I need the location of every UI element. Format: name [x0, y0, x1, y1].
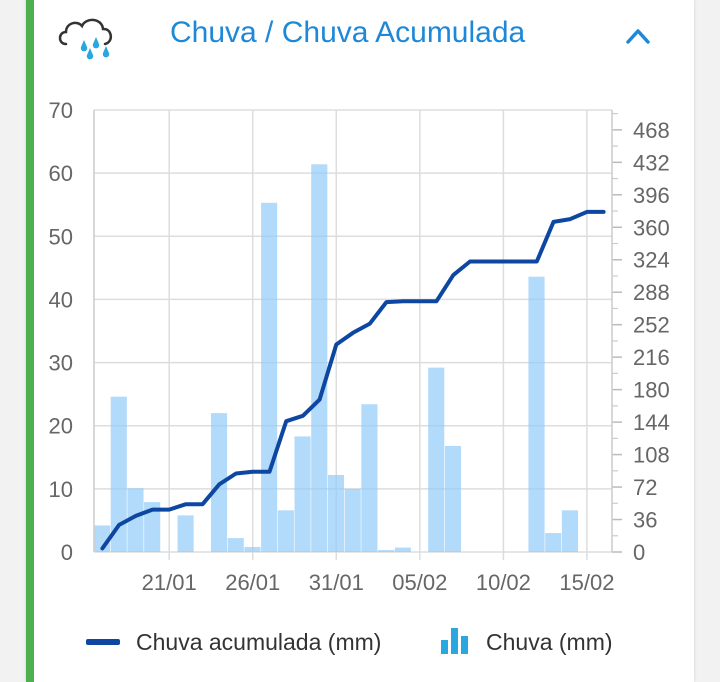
- rain-bar: [344, 488, 361, 552]
- legend-item-accumulated[interactable]: Chuva acumulada (mm): [86, 620, 381, 664]
- x-tick-label: 31/01: [309, 570, 364, 595]
- rain-bar: [561, 510, 578, 552]
- y-left-tick-label: 20: [49, 414, 73, 439]
- y-left-tick-label: 50: [49, 224, 73, 249]
- y-right-tick-label: 72: [633, 475, 657, 500]
- rain-bar: [144, 502, 161, 552]
- chart-bars: [94, 164, 578, 552]
- accumulated-rain-line: [100, 209, 606, 551]
- collapse-button[interactable]: [620, 18, 656, 54]
- rain-bar: [327, 474, 345, 552]
- legend-label-rain: Chuva (mm): [486, 628, 613, 655]
- y-left-tick-label: 30: [49, 351, 73, 376]
- legend-label-accumulated: Chuva acumulada (mm): [136, 628, 382, 655]
- rain-bar: [127, 488, 144, 552]
- chevron-up-icon: [626, 29, 650, 44]
- rain-card: [26, 0, 694, 682]
- y-right-tick-label: 0: [633, 540, 645, 565]
- chart-axes: 0 10 20 30 40 50 60 70 0 36 72 108 144 180 216 252 288 32…: [49, 98, 670, 595]
- card-title: Chuva / Chuva Acumulada: [170, 16, 526, 49]
- rain-bar: [545, 533, 562, 552]
- chart-line: [100, 209, 606, 551]
- y-left-tick-label: 60: [49, 161, 73, 186]
- x-tick-label: 26/01: [225, 570, 280, 595]
- y-right-tick-label: 288: [633, 280, 670, 305]
- y-left-tick-label: 0: [61, 540, 73, 565]
- y-right-tick-label: 432: [633, 150, 670, 175]
- x-tick-label: 05/02: [392, 570, 447, 595]
- rain-bar: [261, 202, 278, 552]
- y-right-tick-label: 36: [633, 508, 657, 533]
- rain-bar: [294, 436, 311, 552]
- y-left-tick-label: 70: [49, 98, 73, 123]
- rain-chart: 0 10 20 30 40 50 60 70 0 36 72 108 144 180 216 252 288 32…: [49, 98, 670, 595]
- y-right-tick-label: 180: [633, 378, 670, 403]
- x-tick-label: 15/02: [559, 570, 614, 595]
- y-left-tick-label: 40: [49, 287, 73, 312]
- x-tick-label: 10/02: [476, 570, 531, 595]
- y-right-tick-label: 360: [633, 215, 670, 240]
- rain-bar: [428, 367, 445, 552]
- rain-bar: [528, 276, 545, 552]
- y-right-tick-label: 396: [633, 183, 670, 208]
- y-right-tick-label: 144: [633, 410, 670, 435]
- rain-bar: [110, 396, 127, 552]
- y-left-tick-label: 10: [49, 477, 73, 502]
- y-right-tick-label: 108: [633, 443, 670, 468]
- rain-bar: [277, 510, 294, 552]
- card-accent-bar: [26, 0, 34, 682]
- rain-bar: [311, 164, 328, 552]
- x-tick-label: 21/01: [142, 570, 197, 595]
- y-right-tick-label: 252: [633, 313, 670, 338]
- rain-bar: [394, 547, 411, 552]
- rain-bar: [227, 538, 244, 552]
- y-right-tick-label: 324: [633, 248, 670, 273]
- rain-bar: [444, 445, 462, 552]
- rain-cloud-icon: [56, 12, 122, 60]
- y-right-tick-label: 468: [633, 118, 670, 143]
- legend-item-rain[interactable]: Chuva (mm): [440, 620, 613, 664]
- rain-bar: [244, 546, 261, 552]
- bar-chart-legend-icon: [441, 628, 468, 654]
- rain-bar: [177, 515, 194, 552]
- y-right-tick-label: 216: [633, 345, 670, 370]
- rain-bar: [378, 550, 395, 552]
- rain-bar: [361, 404, 378, 552]
- line-legend-icon: [86, 639, 120, 645]
- chart-legend: Chuva acumulada (mm) Chuva (mm): [0, 620, 720, 664]
